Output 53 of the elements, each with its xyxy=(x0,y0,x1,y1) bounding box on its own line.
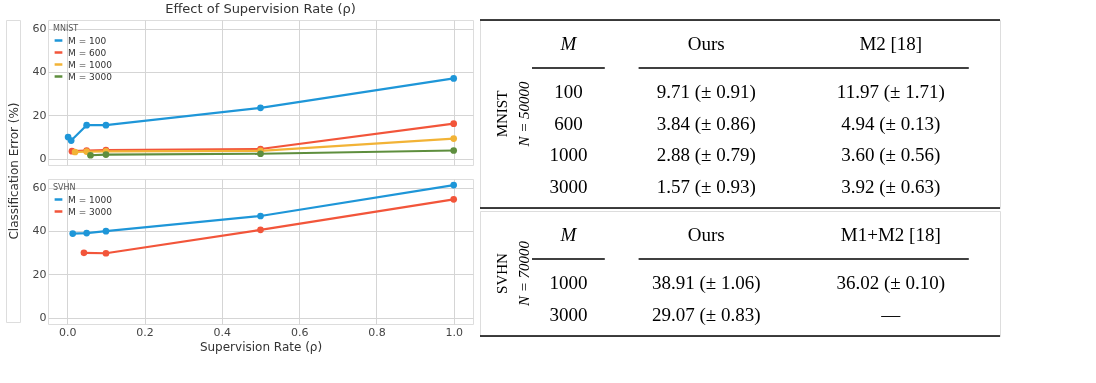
category-label: Ours xyxy=(687,224,725,245)
text: 3000 xyxy=(549,303,588,325)
x-axis-title: Supervision Rate (ρ) xyxy=(199,339,323,354)
text: 4.94 (± 0.13) xyxy=(841,112,941,135)
y-tick-label: 60 xyxy=(32,181,47,195)
x-tick-label: 0.8 xyxy=(368,325,386,339)
text: 3000 xyxy=(549,175,588,197)
text: 38.91 (± 1.06) xyxy=(651,272,761,294)
text: MNIST xyxy=(494,90,510,138)
x-tick-label: 0.6 xyxy=(290,325,309,339)
legend-label: M = 3000 xyxy=(68,71,113,82)
chart-title: Effect of Supervision Rate (ρ) xyxy=(165,1,356,16)
y-tick-label: 0 xyxy=(39,311,47,325)
text: 2.88 (± 0.79) xyxy=(656,144,756,166)
text: 11.97 (± 1.71) xyxy=(836,81,945,103)
text: N = 70000 xyxy=(516,240,532,308)
y-tick-label: 40 xyxy=(32,224,47,238)
y-tick-label: 0 xyxy=(39,152,47,166)
text: 1000 xyxy=(549,144,588,165)
legend-label: M = 600 xyxy=(68,47,107,58)
category-label: M2 [18] xyxy=(859,33,923,54)
category-label: M xyxy=(559,224,578,245)
text: 1000 xyxy=(549,272,588,293)
x-tick-label: 0.2 xyxy=(136,325,154,339)
category-label: M xyxy=(559,33,578,54)
y-tick-label: 20 xyxy=(32,108,47,122)
legend-title: SVHN xyxy=(53,183,76,192)
y-tick-label: 20 xyxy=(32,267,47,281)
x-tick-label: 0.4 xyxy=(213,325,232,339)
text: — xyxy=(880,303,902,325)
y-tick-label: 40 xyxy=(32,65,47,79)
x-tick-label: 0.0 xyxy=(59,325,77,339)
category-label: M1+M2 [18] xyxy=(840,224,941,245)
text: 600 xyxy=(554,112,583,134)
x-tick-label: 1.0 xyxy=(445,325,463,339)
text: 1.57 (± 0.93) xyxy=(656,175,756,198)
text: 3.92 (± 0.63) xyxy=(841,175,941,198)
text: 3.84 (± 0.86) xyxy=(656,112,756,135)
text: 3.60 (± 0.56) xyxy=(841,144,941,166)
y-tick-label: 60 xyxy=(32,22,47,36)
legend-label: M = 3000 xyxy=(68,206,113,217)
text: 9.71 (± 0.91) xyxy=(656,81,756,103)
text: SVHN xyxy=(494,252,510,294)
legend-title: MNIST xyxy=(53,24,79,33)
text: 36.02 (± 0.10) xyxy=(836,272,946,294)
legend-label: M = 1000 xyxy=(68,59,113,70)
legend-label: M = 100 xyxy=(68,35,107,46)
text: 29.07 (± 0.83) xyxy=(651,303,761,326)
text: 100 xyxy=(554,81,583,102)
text: N = 50000 xyxy=(516,80,532,148)
category-label: Ours xyxy=(687,33,725,54)
legend-label: M = 1000 xyxy=(68,194,113,205)
y-axis-title: Classification Error (%) xyxy=(7,102,21,240)
